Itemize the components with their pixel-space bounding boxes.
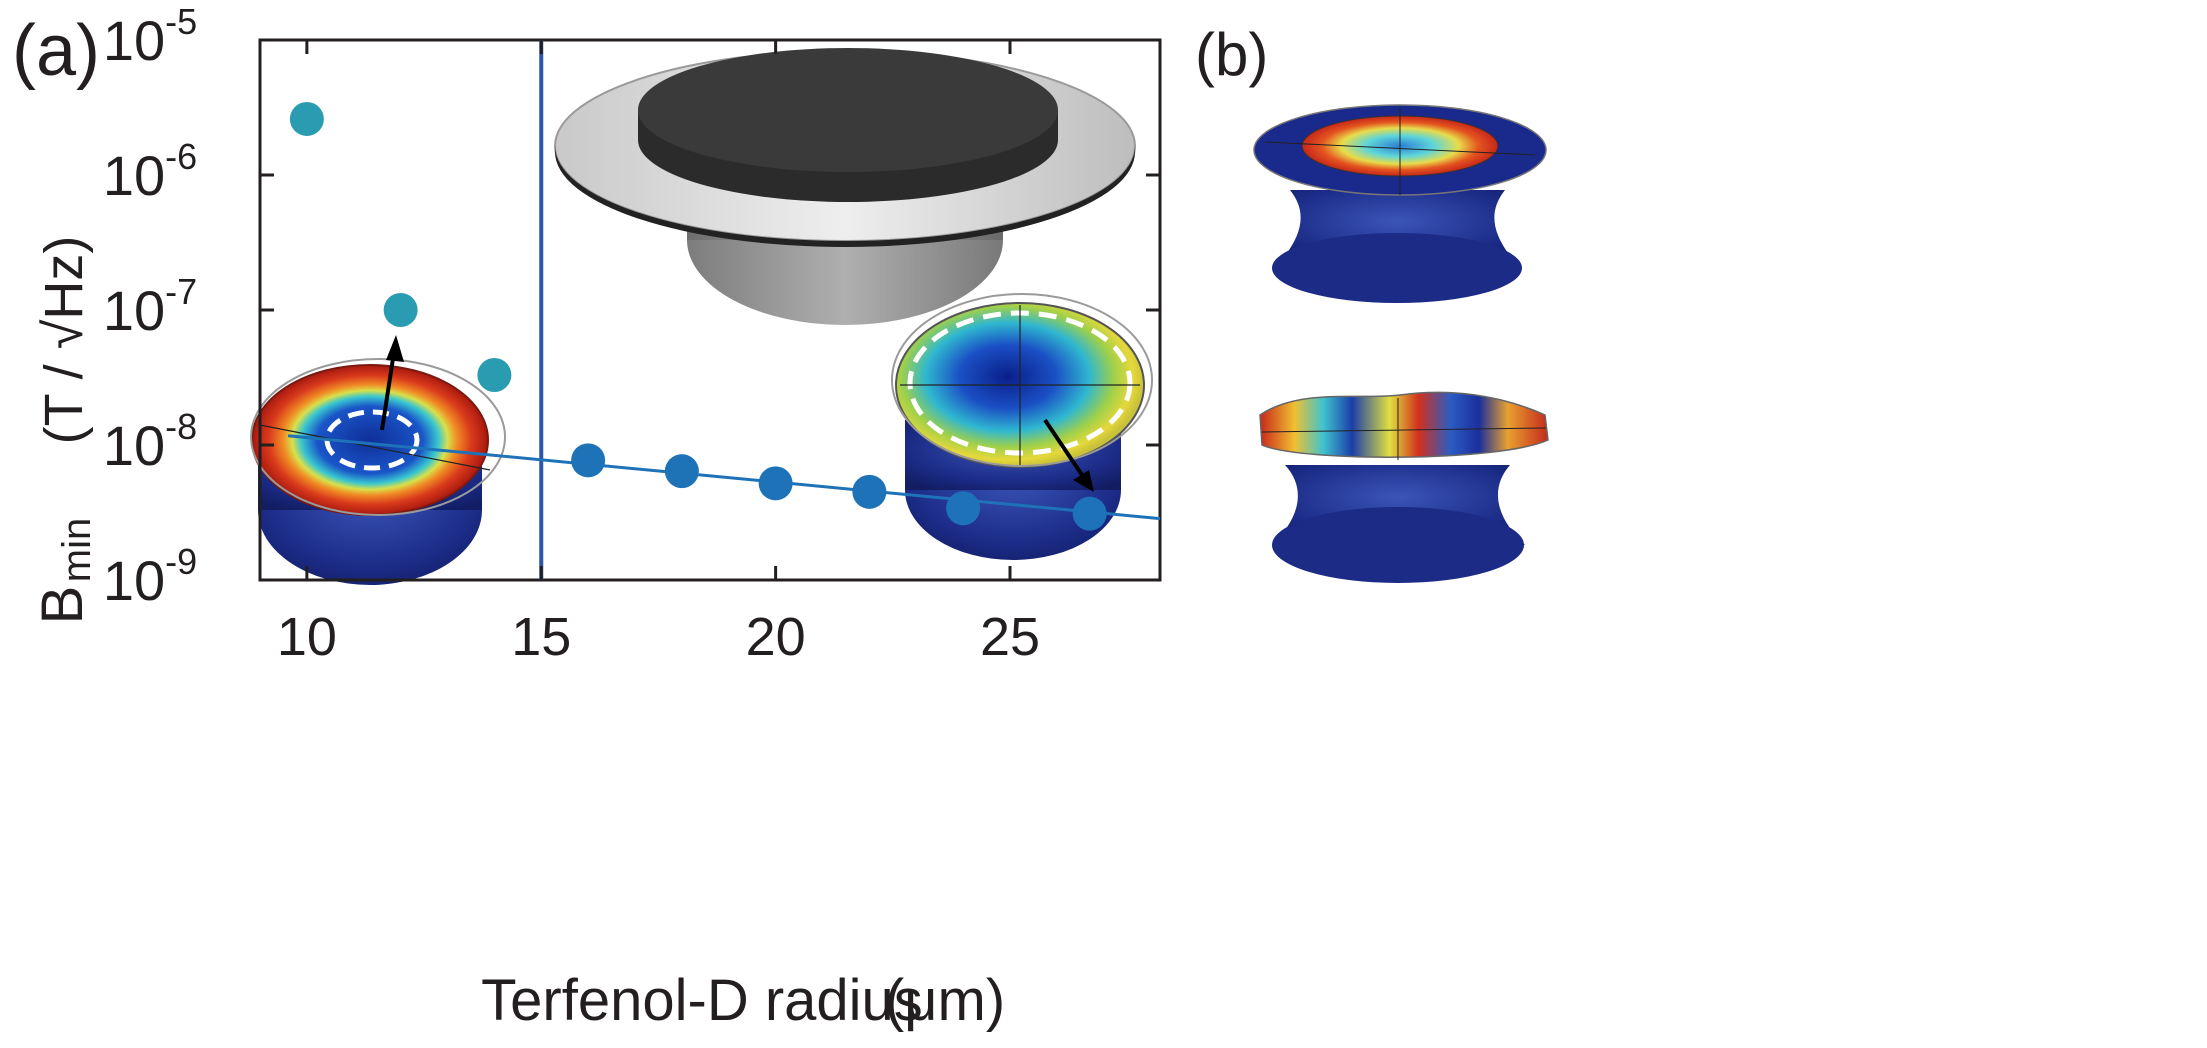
data-point-series-2 — [946, 491, 981, 526]
y-tick-label: 10-5 — [103, 1, 197, 72]
data-point-series-2 — [1072, 496, 1107, 531]
y-tick-label: 10-8 — [103, 406, 197, 477]
x-tick-label: 25 — [980, 607, 1040, 667]
y-tick-label: 10-7 — [103, 271, 197, 342]
x-axis-unit: (μm) — [885, 968, 1005, 1033]
data-point-series-1 — [383, 293, 418, 327]
x-tick-label: 15 — [511, 607, 571, 667]
panel-b-top-inset — [1253, 104, 1547, 303]
y-axis-label-main: B — [30, 586, 95, 625]
y-tick-label: 10-6 — [103, 136, 197, 207]
y-tick-label: 10-9 — [103, 541, 197, 612]
data-point-series-2 — [571, 443, 606, 478]
x-tick-label: 20 — [746, 607, 806, 667]
schematic-inset — [554, 48, 1136, 325]
plot-area: 10 15 20 25 10-9 10-8 10-7 10-6 10-5 — [103, 1, 1162, 667]
data-point-series-1 — [477, 358, 512, 393]
data-point-series-1 — [289, 101, 324, 136]
data-point-series-2 — [758, 466, 793, 501]
panel-label-b: (b) — [1195, 21, 1268, 88]
panel-b-bottom-inset — [1259, 391, 1549, 583]
y-axis-label-unit: (T / √Hz) — [34, 236, 94, 445]
x-axis-label: Terfenol-D radius — [481, 968, 923, 1033]
data-point-series-2 — [852, 474, 887, 509]
inset-arrows — [380, 335, 1094, 492]
left-mode-inset — [250, 358, 506, 585]
y-axis-label-sub: min — [55, 518, 99, 582]
data-point-series-2 — [664, 454, 699, 489]
x-tick-label: 10 — [277, 607, 337, 667]
fit-line — [287, 434, 1161, 521]
y-axis-label-group: B min (T / √Hz) — [30, 236, 99, 625]
panel-label-a: (a) — [12, 11, 100, 91]
right-mode-inset — [891, 293, 1153, 560]
